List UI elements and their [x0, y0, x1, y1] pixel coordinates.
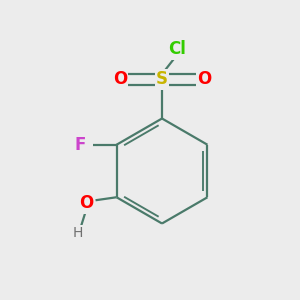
Text: F: F [75, 136, 86, 154]
Text: O: O [197, 70, 211, 88]
Text: Cl: Cl [168, 40, 186, 58]
Text: S: S [156, 70, 168, 88]
Text: O: O [80, 194, 94, 212]
Text: O: O [113, 70, 127, 88]
Text: H: H [72, 226, 83, 240]
